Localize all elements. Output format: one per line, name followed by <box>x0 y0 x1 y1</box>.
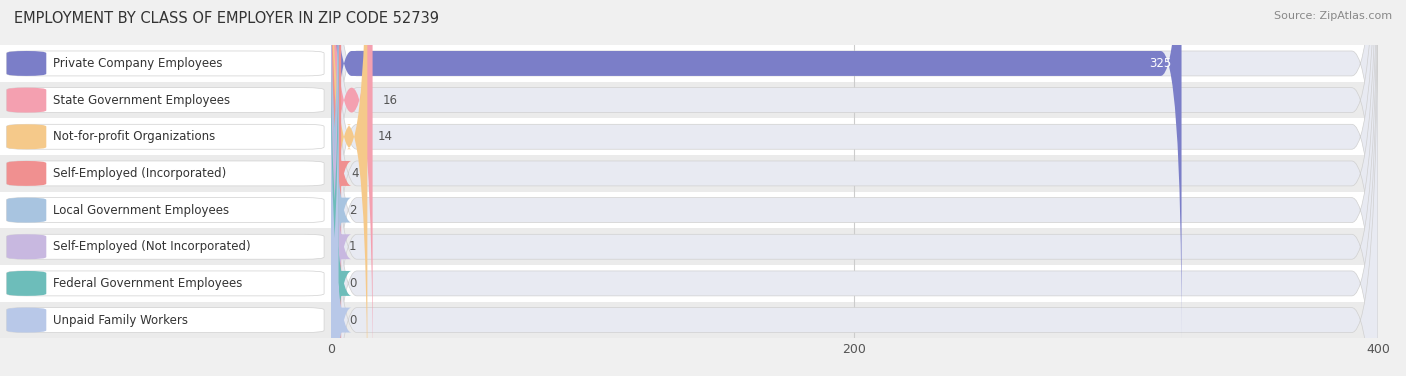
FancyBboxPatch shape <box>7 271 323 296</box>
FancyBboxPatch shape <box>330 0 1378 376</box>
Text: Federal Government Employees: Federal Government Employees <box>53 277 242 290</box>
FancyBboxPatch shape <box>7 161 46 186</box>
FancyBboxPatch shape <box>7 124 46 149</box>
Bar <box>0 302 330 338</box>
FancyBboxPatch shape <box>321 0 352 376</box>
FancyBboxPatch shape <box>330 0 367 376</box>
FancyBboxPatch shape <box>7 88 46 112</box>
FancyBboxPatch shape <box>330 0 1378 376</box>
Text: 0: 0 <box>349 277 356 290</box>
Bar <box>330 265 1378 302</box>
Bar <box>0 229 330 265</box>
Text: Unpaid Family Workers: Unpaid Family Workers <box>53 314 188 327</box>
Text: 2: 2 <box>349 203 357 217</box>
Bar <box>0 45 330 82</box>
Text: 14: 14 <box>378 130 392 143</box>
Text: Local Government Employees: Local Government Employees <box>53 203 229 217</box>
FancyBboxPatch shape <box>330 0 1378 376</box>
FancyBboxPatch shape <box>7 198 323 223</box>
Bar <box>330 82 1378 118</box>
Text: 1: 1 <box>349 240 357 253</box>
FancyBboxPatch shape <box>7 234 323 259</box>
Text: 0: 0 <box>349 314 356 327</box>
FancyBboxPatch shape <box>7 51 46 76</box>
Bar <box>330 118 1378 155</box>
Bar <box>0 265 330 302</box>
FancyBboxPatch shape <box>7 234 46 259</box>
FancyBboxPatch shape <box>330 0 1378 376</box>
Bar <box>0 82 330 118</box>
FancyBboxPatch shape <box>318 0 352 376</box>
FancyBboxPatch shape <box>330 0 373 376</box>
Text: Private Company Employees: Private Company Employees <box>53 57 222 70</box>
FancyBboxPatch shape <box>7 51 323 76</box>
FancyBboxPatch shape <box>318 0 352 376</box>
FancyBboxPatch shape <box>330 0 1378 376</box>
FancyBboxPatch shape <box>7 308 46 332</box>
FancyBboxPatch shape <box>318 39 352 376</box>
Text: 325: 325 <box>1149 57 1171 70</box>
Text: Not-for-profit Organizations: Not-for-profit Organizations <box>53 130 215 143</box>
FancyBboxPatch shape <box>7 88 323 112</box>
FancyBboxPatch shape <box>7 198 46 223</box>
Text: Source: ZipAtlas.com: Source: ZipAtlas.com <box>1274 11 1392 21</box>
Text: 16: 16 <box>382 94 398 107</box>
Bar <box>330 302 1378 338</box>
FancyBboxPatch shape <box>7 161 323 186</box>
FancyBboxPatch shape <box>330 0 1181 344</box>
Bar <box>330 45 1378 82</box>
Text: State Government Employees: State Government Employees <box>53 94 231 107</box>
Bar <box>0 192 330 229</box>
FancyBboxPatch shape <box>318 3 352 376</box>
FancyBboxPatch shape <box>7 124 323 149</box>
FancyBboxPatch shape <box>7 308 323 332</box>
FancyBboxPatch shape <box>330 0 1378 376</box>
Text: 4: 4 <box>352 167 359 180</box>
Text: EMPLOYMENT BY CLASS OF EMPLOYER IN ZIP CODE 52739: EMPLOYMENT BY CLASS OF EMPLOYER IN ZIP C… <box>14 11 439 26</box>
Bar <box>0 155 330 192</box>
Bar <box>330 229 1378 265</box>
Bar <box>330 155 1378 192</box>
FancyBboxPatch shape <box>330 0 1378 376</box>
Text: Self-Employed (Not Incorporated): Self-Employed (Not Incorporated) <box>53 240 250 253</box>
FancyBboxPatch shape <box>7 271 46 296</box>
Bar <box>0 118 330 155</box>
Text: Self-Employed (Incorporated): Self-Employed (Incorporated) <box>53 167 226 180</box>
Bar <box>330 192 1378 229</box>
FancyBboxPatch shape <box>330 0 1378 376</box>
